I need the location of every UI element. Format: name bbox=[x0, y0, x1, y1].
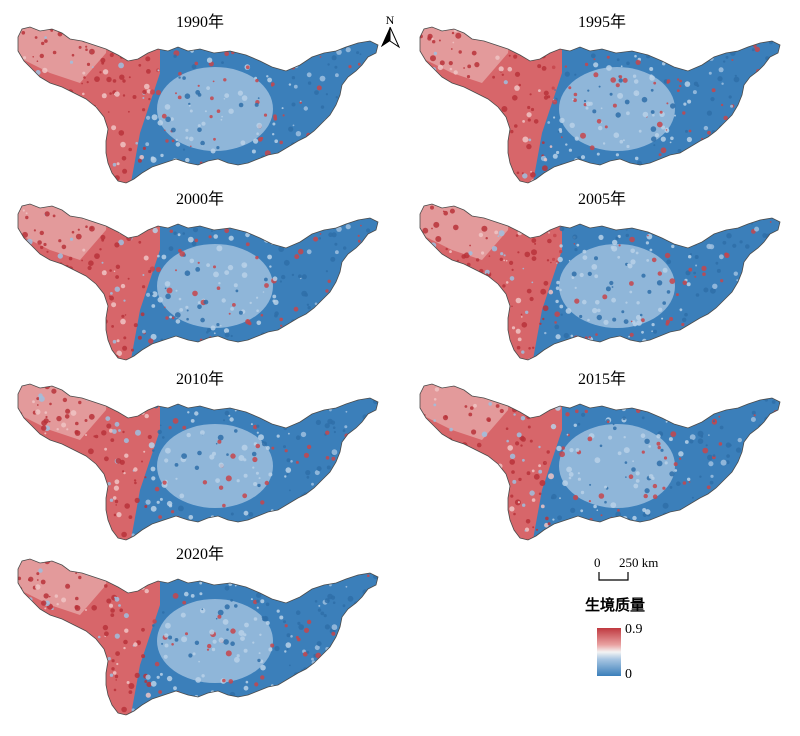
basin-map bbox=[17, 558, 379, 716]
basin-map bbox=[17, 26, 379, 184]
map-panel-2020: 2020年 bbox=[10, 545, 390, 720]
basin-map bbox=[419, 26, 781, 184]
panel-title: 2015年 bbox=[577, 371, 626, 388]
scale-end-label: 250 km bbox=[619, 555, 659, 570]
basin-map bbox=[419, 203, 781, 361]
panel-title: 1995年 bbox=[577, 14, 626, 31]
panel-title: 1990年 bbox=[175, 14, 224, 31]
legend-max-label: 0.9 bbox=[625, 622, 643, 637]
map-panel-2000: 2000年 bbox=[10, 190, 390, 365]
north-letter: N bbox=[385, 13, 395, 27]
panel-title: 2010年 bbox=[175, 371, 224, 388]
scale-start-label: 0 bbox=[594, 555, 601, 570]
map-panel-1995: 1995年 bbox=[412, 13, 792, 188]
legend: 生境质量 0.9 0 bbox=[585, 596, 705, 686]
basin-map bbox=[419, 383, 781, 541]
north-arrow: N bbox=[380, 13, 400, 49]
basin-map bbox=[17, 203, 379, 361]
scale-bar: 0 250 km bbox=[590, 556, 680, 584]
map-panel-1990: 1990年 bbox=[10, 13, 390, 188]
panel-title: 2020年 bbox=[175, 546, 224, 563]
legend-min-label: 0 bbox=[625, 667, 632, 682]
north-arrow-icon bbox=[381, 27, 400, 49]
legend-color-ramp bbox=[597, 628, 621, 676]
map-panel-2015: 2015年 bbox=[412, 370, 792, 545]
legend-title: 生境质量 bbox=[585, 596, 646, 614]
map-panel-2005: 2005年 bbox=[412, 190, 792, 365]
scale-bar-line bbox=[598, 572, 629, 581]
map-panel-2010: 2010年 bbox=[10, 370, 390, 545]
panel-title: 2005年 bbox=[577, 191, 626, 208]
basin-map bbox=[17, 383, 379, 541]
panel-title: 2000年 bbox=[175, 191, 224, 208]
